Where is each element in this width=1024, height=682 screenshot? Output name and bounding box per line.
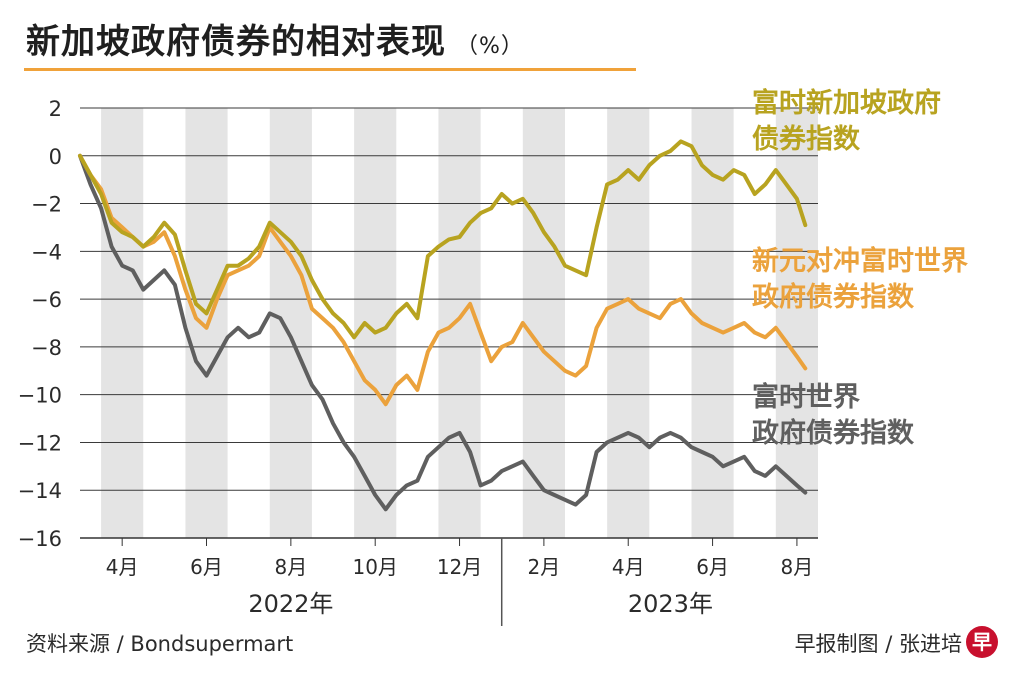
y-tick-label-1: 0 <box>49 145 62 169</box>
month-label-2: 8月 <box>274 555 307 579</box>
y-tick-label-0: 2 <box>49 97 62 121</box>
month-label-0: 4月 <box>106 555 139 579</box>
y-tick-label-9: −16 <box>18 527 62 551</box>
shaded-band-4 <box>438 108 481 538</box>
month-label-7: 6月 <box>696 555 729 579</box>
month-label-6: 4月 <box>612 555 645 579</box>
shaded-band-2 <box>269 108 312 538</box>
y-tick-label-3: −4 <box>31 240 62 264</box>
y-tick-label-6: −10 <box>18 384 62 408</box>
series-line-2 <box>78 153 808 512</box>
legend-world-line-2: 政府债券指数 <box>752 418 914 449</box>
zaobao-logo-icon: 早 <box>966 626 998 658</box>
source-note: 资料来源 / Bondsupermart <box>26 632 294 656</box>
chart-title: 新加坡政府债券的相对表现 （%） <box>26 14 524 63</box>
legend-world-gov-bond-index: 富时世界 政府债券指数 <box>752 380 914 452</box>
y-tick-label-8: −14 <box>18 479 62 503</box>
legend-hedged-line-1: 新元对冲富时世界 <box>752 246 968 277</box>
shaded-band-5 <box>522 108 565 538</box>
legend-sg-line-2: 债券指数 <box>752 124 860 155</box>
month-label-1: 6月 <box>190 555 223 579</box>
chart-title-text: 新加坡政府债券的相对表现 <box>26 22 446 62</box>
month-label-8: 8月 <box>781 555 814 579</box>
y-tick-label-5: −8 <box>31 336 62 360</box>
legend-hedged-line-2: 政府债券指数 <box>752 282 914 313</box>
y-tick-label-4: −6 <box>31 288 62 312</box>
month-label-3: 10月 <box>352 555 397 579</box>
legend-world-line-1: 富时世界 <box>752 382 860 413</box>
legend-sg-gov-bond-index: 富时新加坡政府 债券指数 <box>752 86 941 158</box>
legend-sg-line-1: 富时新加坡政府 <box>752 88 941 119</box>
credit-note: 早报制图 / 张进培 <box>794 632 962 656</box>
shaded-band-0 <box>101 108 144 538</box>
y-tick-label-2: −2 <box>31 193 62 217</box>
series-line-1 <box>78 153 808 407</box>
series-line-0 <box>78 139 808 340</box>
year-label-0: 2022年 <box>248 590 333 618</box>
month-label-5: 2月 <box>528 555 561 579</box>
chart-title-unit: （%） <box>456 34 524 59</box>
month-label-4: 12月 <box>437 555 482 579</box>
y-tick-label-7: −12 <box>18 431 62 455</box>
year-label-1: 2023年 <box>628 590 713 618</box>
legend-hedged-world-index: 新元对冲富时世界 政府债券指数 <box>752 244 968 316</box>
title-underline <box>24 68 636 71</box>
